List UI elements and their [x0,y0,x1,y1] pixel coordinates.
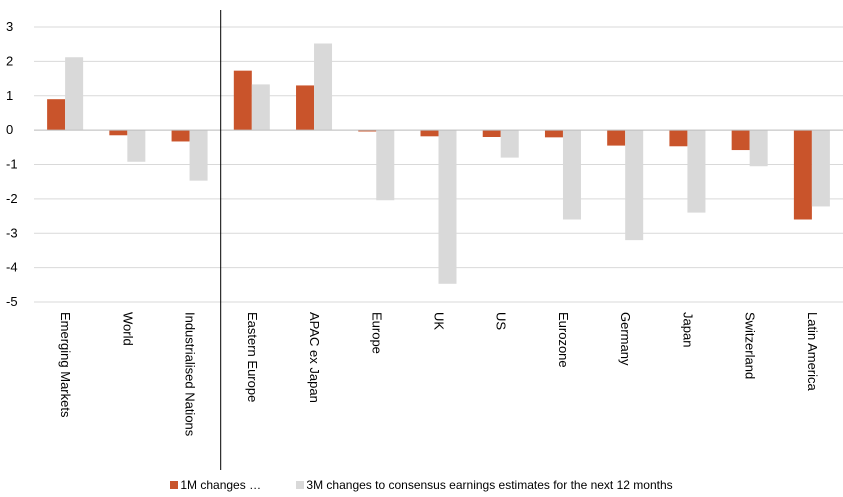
bar-3m [127,130,146,162]
bar-1m [607,130,626,146]
y-tick-label: -4 [6,260,18,275]
bar-3m [500,130,519,158]
bar-3m [749,130,768,167]
x-tick-label: Eurozone [556,312,571,368]
legend-label-1m: 1M changes … [180,478,262,492]
bar-3m [376,130,395,201]
x-tick-label: UK [432,312,447,330]
x-tick-label: Latin America [805,312,820,392]
legend: 1M changes … 3M changes to consensus ear… [0,478,843,492]
bar-1m [669,130,688,147]
bar-1m [109,130,128,136]
x-tick-label: Emerging Markets [58,312,73,418]
bar-chart: 3 2 1 0 -1 -2 -3 -4 -5 Emerging Markets World Indus… [6,10,843,470]
bar-3m [438,130,457,284]
x-tick-label: Europe [369,312,384,354]
legend-swatch-1m [170,481,179,489]
legend-label-3m: 3M changes to consensus earnings estimat… [306,478,673,492]
bar-3m [562,130,581,220]
y-tick-label: -1 [6,157,18,172]
bar-3m [687,130,706,213]
bar-1m [731,130,750,151]
y-tick-label: -3 [6,225,18,240]
bar-3m [625,130,644,241]
bar-1m [47,99,66,131]
y-tick-label: 2 [6,53,13,68]
bar-3m [314,43,333,131]
bar-1m [233,70,252,131]
bar-3m [65,57,84,131]
legend-item-1m: 1M changes … [170,478,261,492]
legend-swatch-3m [296,481,305,489]
bar-1m [296,85,315,131]
x-tick-label: APAC ex Japan [307,312,322,403]
legend-item-3m: 3M changes to consensus earnings estimat… [296,478,673,492]
x-tick-label: World [120,312,135,346]
bar-1m [171,130,190,142]
x-tick-label: Eastern Europe [245,312,260,402]
bar-3m [189,130,208,181]
y-tick-label: 3 [6,19,13,34]
bar-3m [811,130,830,207]
x-tick-label: Japan [680,312,695,347]
bar-3m [251,84,270,131]
y-tick-label: 0 [6,122,13,137]
bar-1m [358,130,377,132]
y-tick-label: 1 [6,88,13,103]
x-tick-label: US [494,312,509,330]
y-tick-label: -2 [6,191,18,206]
x-tick-label: Industrialised Nations [183,312,198,437]
x-tick-label: Germany [618,312,633,366]
bar-1m [420,130,439,137]
x-tick-label: Switzerland [743,312,758,379]
bar-1m [482,130,501,137]
y-tick-label: -5 [6,294,18,309]
bar-1m [544,130,563,138]
bar-1m [793,130,812,220]
